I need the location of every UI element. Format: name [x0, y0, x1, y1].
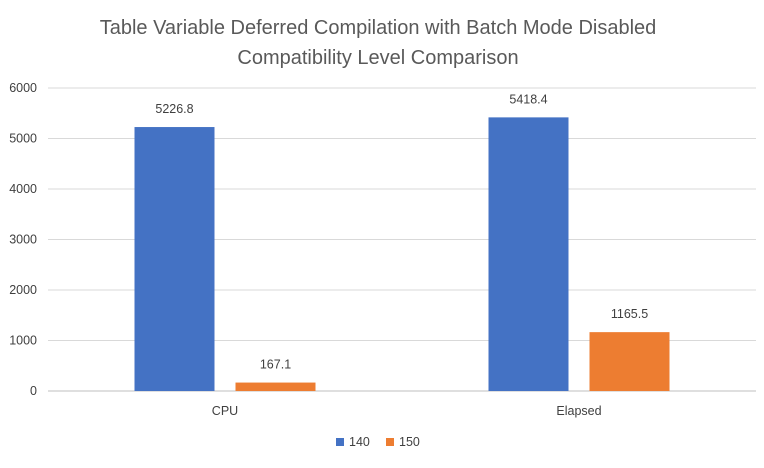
y-tick-label: 1000 [9, 334, 37, 348]
y-tick-label: 3000 [9, 233, 37, 247]
data-label: 5226.8 [155, 102, 193, 116]
chart-title: Table Variable Deferred Compilation with… [100, 17, 657, 39]
x-tick-label: Elapsed [556, 404, 601, 418]
bar-140-elapsed [488, 117, 569, 392]
legend-label-150: 150 [399, 435, 420, 449]
y-tick-label: 0 [30, 384, 37, 398]
y-tick-label: 6000 [9, 81, 37, 95]
y-axis: 0 1000 2000 3000 4000 5000 6000 [9, 81, 37, 398]
y-tick-label: 2000 [9, 283, 37, 297]
bars [134, 117, 670, 392]
chart-subtitle: Compatibility Level Comparison [237, 47, 518, 69]
bar-150-cpu [235, 382, 316, 391]
legend-swatch-140 [336, 438, 344, 446]
data-label: 5418.4 [509, 92, 547, 106]
x-tick-label: CPU [212, 404, 238, 418]
bar-140-cpu [134, 127, 215, 391]
y-tick-label: 4000 [9, 182, 37, 196]
data-label: 167.1 [260, 358, 291, 372]
bar-150-elapsed [589, 332, 670, 391]
data-label: 1165.5 [611, 307, 648, 321]
data-labels: 5226.8 167.1 5418.4 1165.5 [155, 92, 648, 371]
legend: 140 150 [336, 435, 420, 449]
y-tick-label: 5000 [9, 132, 37, 146]
legend-label-140: 140 [349, 435, 370, 449]
x-axis: CPU Elapsed [212, 404, 602, 418]
legend-swatch-150 [386, 438, 394, 446]
